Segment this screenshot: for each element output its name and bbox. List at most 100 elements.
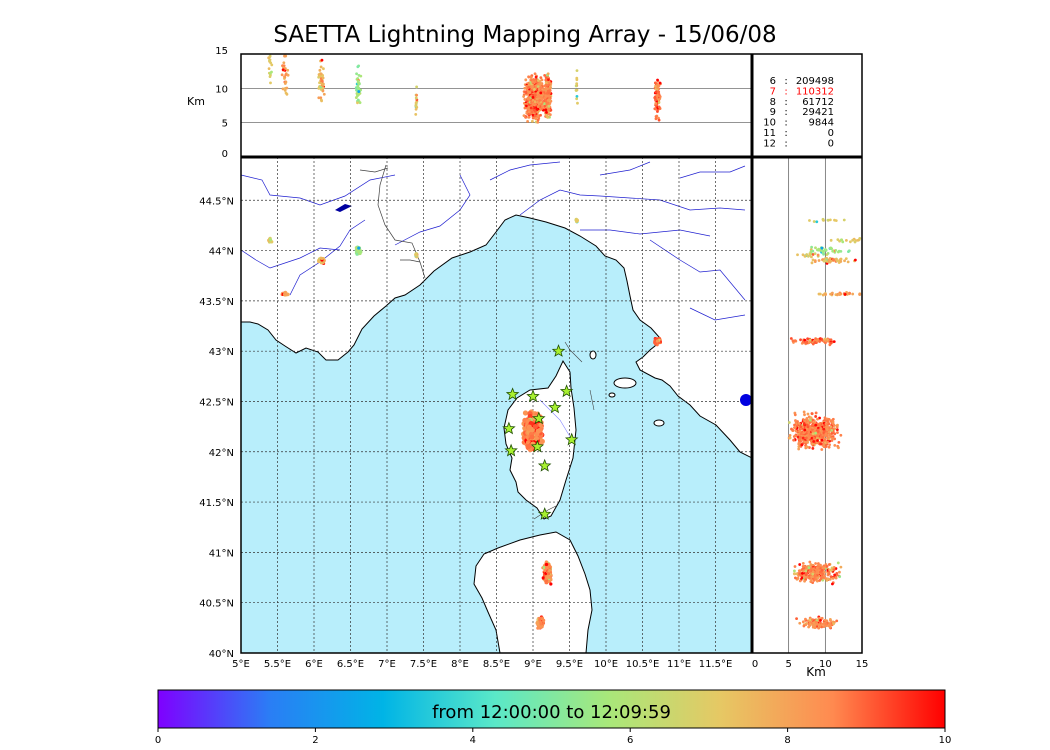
lon-tick-label: 8°E — [451, 659, 469, 670]
lon-tick-label: 11°E — [667, 659, 691, 670]
altitude-source-top — [522, 95, 526, 98]
lightning-source — [526, 424, 532, 430]
altitude-source-top — [318, 68, 322, 72]
altitude-source-right — [826, 437, 830, 440]
altitude-source-right — [822, 625, 826, 628]
lon-tick-label: 9.5°E — [556, 659, 583, 670]
altitude-source-top — [283, 88, 287, 92]
altitude-source-right — [822, 444, 826, 448]
altitude-source-right — [828, 617, 832, 621]
altitude-source-right — [794, 419, 797, 422]
altitude-source-right — [816, 562, 820, 565]
altitude-source-right — [805, 445, 809, 449]
map-grid — [241, 157, 752, 653]
altitude-source-right — [811, 618, 814, 622]
altitude-source-right — [797, 447, 801, 451]
altitude-source-top — [286, 68, 290, 72]
altitude-source-right — [804, 340, 807, 344]
lightning-source — [320, 256, 324, 261]
altitude-source-top — [549, 86, 552, 90]
altitude-source-right — [822, 218, 825, 222]
station-star-icon — [502, 421, 516, 435]
right-xtick-label: 15 — [856, 659, 869, 670]
altitude-source-top — [545, 92, 549, 96]
altitude-source-right — [841, 240, 845, 244]
altitude-source-right — [793, 569, 796, 573]
colorbar-tick-label: 4 — [470, 735, 476, 746]
strait-line — [533, 504, 559, 520]
altitude-source-top — [527, 103, 531, 107]
altitude-source-right — [798, 579, 802, 583]
altitude-source-top — [575, 88, 579, 92]
altitude-source-top — [548, 113, 552, 117]
altitude-source-right — [821, 436, 825, 439]
altitude-source-right — [803, 428, 807, 432]
altitude-source-top — [282, 61, 286, 65]
altitude-source-right — [838, 570, 841, 574]
altitude-source-right — [824, 293, 828, 296]
altitude-source-right — [829, 338, 833, 342]
altitude-source-right — [835, 571, 839, 575]
altitude-source-right — [807, 570, 811, 573]
altitude-source-right — [816, 428, 820, 432]
altitude-source-right — [818, 416, 821, 420]
altitude-source-right — [801, 572, 804, 575]
altitude-source-top — [267, 56, 271, 60]
altitude-source-right — [818, 422, 821, 426]
altitude-source-right — [816, 253, 820, 257]
altitude-source-right — [824, 422, 828, 426]
altitude-source-top — [576, 101, 579, 105]
altitude-source-top — [527, 115, 530, 119]
altitude-source-top — [356, 101, 359, 105]
lightning-source — [359, 249, 363, 253]
station-star-icon — [526, 389, 540, 403]
altitude-source-top — [524, 78, 528, 82]
lightning-source — [546, 572, 551, 576]
altitude-source-top — [575, 76, 579, 80]
altitude-source-top — [657, 118, 661, 122]
altitude-source-right — [804, 436, 808, 440]
altitude-source-top — [527, 83, 531, 87]
altitude-source-top — [546, 98, 550, 102]
altitude-source-right — [831, 249, 835, 253]
lightning-source — [355, 252, 359, 256]
altitude-source-right — [805, 253, 809, 256]
right-panel-grid — [788, 157, 826, 653]
altitude-source-right — [816, 439, 819, 442]
altitude-source-right — [827, 445, 831, 449]
altitude-source-right — [823, 416, 827, 420]
altitude-source-right — [792, 438, 796, 442]
altitude-source-right — [797, 441, 801, 444]
altitude-source-top — [547, 89, 550, 93]
altitude-source-right — [829, 569, 833, 572]
altitude-source-top — [539, 91, 543, 95]
altitude-source-top — [533, 109, 537, 113]
altitude-source-top — [533, 100, 537, 104]
top-altitude-panel: 15 10 5 0 Km — [187, 46, 752, 160]
top-panel-yticks: 15 10 5 0 — [215, 46, 228, 160]
altitude-source-top — [530, 119, 534, 123]
altitude-source-top — [527, 75, 531, 79]
altitude-source-top — [268, 59, 271, 62]
altitude-source-top — [531, 98, 535, 102]
altitude-source-right — [807, 625, 811, 629]
altitude-source-top — [355, 72, 358, 76]
altitude-source-right — [816, 417, 819, 421]
altitude-source-right — [801, 620, 805, 624]
altitude-source-right — [820, 246, 824, 250]
altitude-source-right — [820, 431, 824, 435]
sardinia — [473, 531, 593, 653]
lat-tick-label: 44.5°N — [199, 196, 234, 207]
altitude-source-top — [320, 82, 324, 86]
altitude-source-right — [812, 220, 816, 223]
altitude-source-right — [814, 415, 818, 418]
right-panel-xticks: 0 5 10 15 — [752, 659, 869, 670]
altitude-source-right — [858, 236, 862, 240]
altitude-source-top — [534, 117, 538, 121]
altitude-source-top — [527, 97, 531, 101]
altitude-source-right — [788, 433, 792, 437]
lightning-source — [268, 238, 273, 242]
altitude-source-top — [657, 90, 661, 94]
borders — [359, 164, 426, 279]
altitude-source-right — [845, 290, 848, 294]
